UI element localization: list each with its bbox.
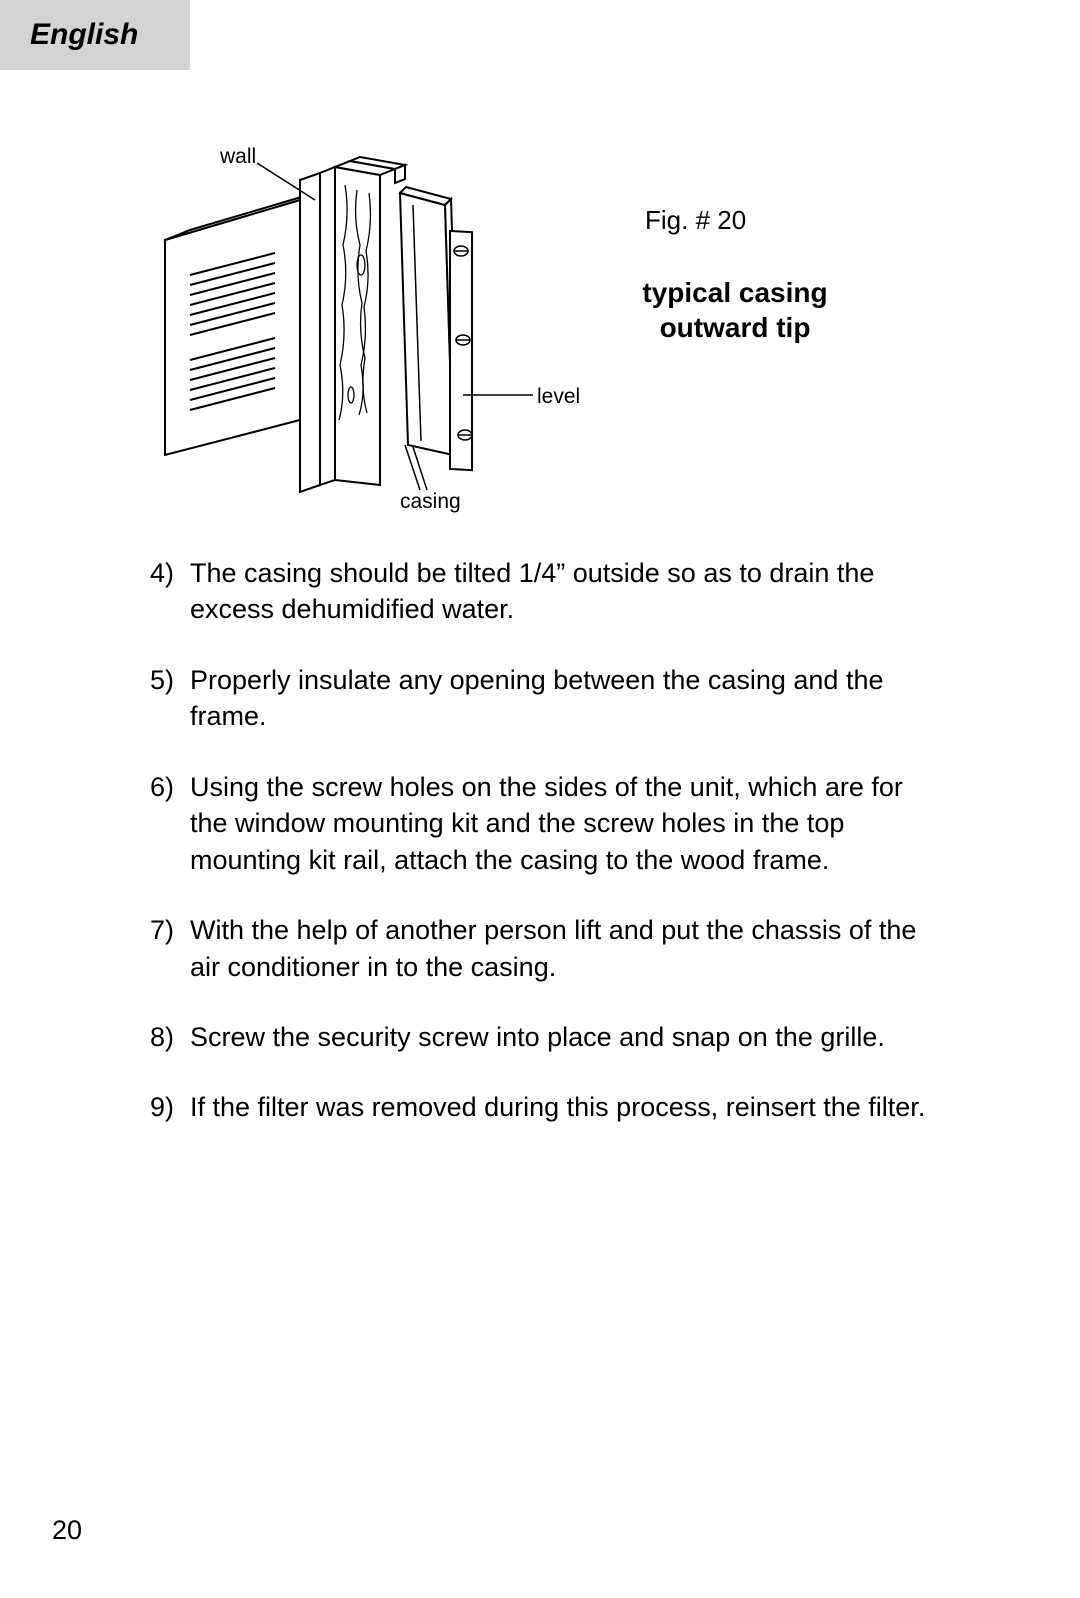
callout-wall: wall [220, 145, 256, 169]
casing-diagram [145, 145, 585, 525]
instruction-step: 5) Properly insulate any opening between… [150, 662, 940, 735]
step-text: With the help of another person lift and… [190, 912, 940, 985]
figure-area: wall level casing Fig. # 20 typical casi… [145, 145, 945, 525]
callout-level: level [537, 385, 580, 409]
instruction-step: 4) The casing should be tilted 1/4” outs… [150, 555, 940, 628]
figure-title: typical casing outward tip [605, 275, 865, 345]
step-text: The casing should be tilted 1/4” outside… [190, 555, 940, 628]
figure-title-line1: typical casing [642, 277, 827, 308]
language-tab: English [0, 0, 190, 70]
language-tab-label: English [30, 18, 138, 52]
step-text: Screw the security screw into place and … [190, 1019, 940, 1055]
instruction-list: 4) The casing should be tilted 1/4” outs… [150, 555, 940, 1160]
figure-title-line2: outward tip [660, 312, 811, 343]
step-number: 9) [150, 1089, 190, 1125]
step-text: Using the screw holes on the sides of th… [190, 769, 940, 878]
callout-casing: casing [400, 490, 461, 514]
instruction-step: 6) Using the screw holes on the sides of… [150, 769, 940, 878]
figure-number: Fig. # 20 [645, 205, 746, 236]
step-text: Properly insulate any opening between th… [190, 662, 940, 735]
step-number: 8) [150, 1019, 190, 1055]
instruction-step: 7) With the help of another person lift … [150, 912, 940, 985]
instruction-step: 8) Screw the security screw into place a… [150, 1019, 940, 1055]
step-number: 4) [150, 555, 190, 628]
instruction-step: 9) If the filter was removed during this… [150, 1089, 940, 1125]
step-number: 7) [150, 912, 190, 985]
step-number: 6) [150, 769, 190, 878]
page-number: 20 [52, 1515, 82, 1546]
step-text: If the filter was removed during this pr… [190, 1089, 940, 1125]
step-number: 5) [150, 662, 190, 735]
